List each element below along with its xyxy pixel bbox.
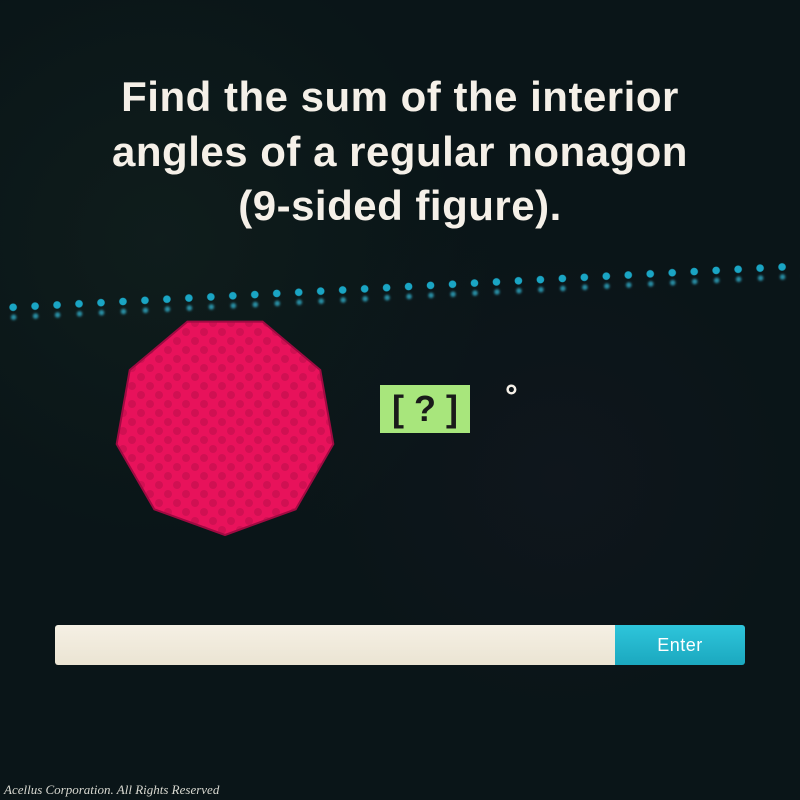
answer-input[interactable] <box>55 625 615 665</box>
enter-button[interactable]: Enter <box>615 625 745 665</box>
question-text: Find the sum of the interior angles of a… <box>0 0 800 254</box>
decorative-dotted-line <box>0 259 800 331</box>
degree-symbol: ° <box>505 378 518 415</box>
nonagon-svg <box>110 310 340 540</box>
question-line-2: angles of a regular nonagon <box>112 128 688 175</box>
answer-placeholder-box: [ ? ] <box>380 385 470 433</box>
content-area: Find the sum of the interior angles of a… <box>0 0 800 800</box>
question-line-3: (9-sided figure). <box>238 182 562 229</box>
input-row: Enter <box>55 625 745 665</box>
answer-placeholder-text: [ ? ] <box>392 388 458 429</box>
question-line-1: Find the sum of the interior <box>121 73 679 120</box>
footer-copyright: Acellus Corporation. All Rights Reserved <box>4 782 219 798</box>
nonagon-shape <box>110 310 340 540</box>
